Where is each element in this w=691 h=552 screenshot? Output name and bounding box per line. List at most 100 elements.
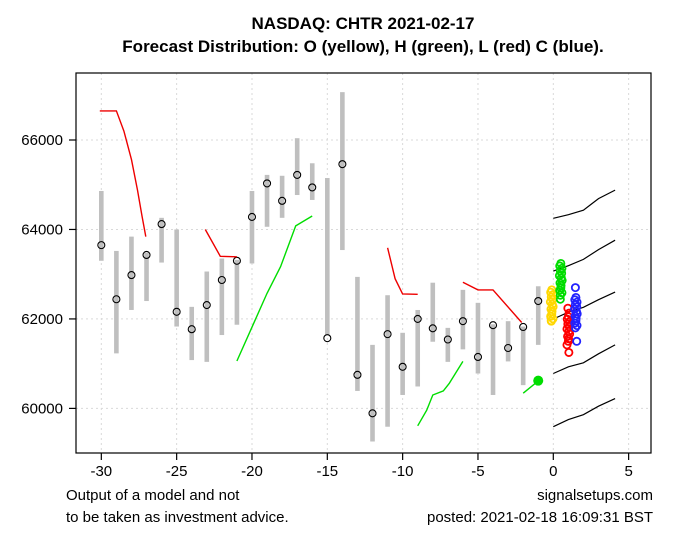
close-marker — [217, 275, 226, 285]
close-marker — [127, 271, 136, 280]
price-range-bar — [144, 252, 149, 302]
close-marker — [519, 322, 528, 332]
forecast-point-O — [546, 311, 556, 321]
y-axis-tick-label: 66000 — [21, 132, 63, 149]
price-range-bar — [385, 295, 390, 427]
x-axis-tick-label: -15 — [316, 463, 338, 480]
price-range-bar — [249, 190, 255, 264]
close-marker — [428, 324, 437, 333]
x-axis-tick-label: -10 — [392, 463, 414, 480]
close-marker — [413, 314, 422, 323]
watermark-site: signalsetups.com — [537, 487, 653, 504]
price-range-bar — [340, 92, 345, 251]
price-range-bar — [355, 276, 360, 391]
close-marker — [278, 196, 287, 205]
price-range-bar — [174, 229, 179, 327]
forecast-point-H — [555, 290, 565, 300]
price-range-bar — [490, 324, 496, 395]
close-marker — [353, 370, 362, 379]
close-marker — [262, 179, 272, 188]
forecast-outlier-C — [572, 336, 582, 346]
close-marker — [187, 325, 196, 334]
close-marker — [398, 362, 407, 371]
forecast-point-H — [555, 285, 565, 295]
price-range-bar — [264, 174, 270, 227]
close-marker — [323, 334, 332, 343]
close-marker — [458, 317, 467, 326]
price-range-bar — [505, 321, 511, 362]
close-marker — [142, 250, 151, 260]
close-marker — [368, 409, 377, 418]
green-signal-line — [236, 215, 313, 362]
close-marker — [473, 352, 483, 362]
price-range-bar — [325, 178, 330, 335]
green-entry-dot — [533, 375, 544, 386]
close-marker — [97, 241, 106, 250]
forecast-fan-line — [553, 189, 616, 219]
price-range-bar — [535, 286, 541, 345]
red-signal-line — [386, 247, 418, 295]
price-range-bar — [234, 259, 240, 325]
x-axis-tick-label: -5 — [471, 463, 484, 480]
cluster-H — [554, 258, 567, 304]
price-range-bar — [430, 282, 436, 342]
close-marker — [338, 160, 347, 169]
close-marker — [157, 220, 166, 229]
red-signal-line — [462, 281, 523, 323]
forecast-distribution-clusters — [545, 258, 582, 357]
price-range-bar — [400, 332, 405, 395]
price-range-bars — [97, 92, 543, 442]
price-range-bar — [219, 258, 225, 336]
close-marker — [443, 335, 452, 344]
forecast-point-C — [570, 318, 580, 328]
price-range-bar — [114, 250, 119, 354]
close-marker — [488, 321, 498, 330]
price-range-bar — [309, 163, 315, 200]
forecast-outlier-H — [555, 294, 565, 304]
axes: -30 -25 -20 -15 -10 -5 0 5 60000 62000 64000 66000 — [21, 132, 633, 480]
green-trend-lines — [236, 215, 544, 427]
close-marker — [232, 256, 241, 265]
close-marker — [308, 183, 317, 192]
y-axis-tick-label: 64000 — [21, 221, 63, 238]
price-range-bar — [204, 271, 210, 362]
forecast-fan-line — [555, 291, 616, 319]
price-range-bar — [370, 344, 375, 442]
y-axis-tick-label: 60000 — [21, 400, 63, 417]
price-range-bar — [460, 289, 466, 350]
price-range-bar — [99, 190, 104, 261]
price-range-bar — [475, 302, 481, 374]
disclaimer-line-1: Output of a model and not — [66, 487, 240, 504]
plot-border — [75, 72, 652, 454]
close-marker — [112, 295, 121, 304]
chart-title: NASDAQ: CHTR 2021-02-17 — [252, 14, 475, 33]
close-marker — [383, 330, 392, 339]
x-axis-tick-label: -20 — [241, 463, 263, 480]
close-marker — [172, 307, 181, 316]
price-range-bar — [415, 309, 421, 387]
forecast-fan-line — [553, 344, 616, 375]
price-range-bar — [189, 306, 195, 361]
price-range-bar — [129, 236, 134, 310]
forecast-outlier-L — [564, 347, 574, 357]
red-signal-line — [204, 229, 237, 258]
close-marker — [202, 301, 211, 310]
disclaimer-line-2: to be taken as investment advice. — [66, 509, 289, 526]
forecast-point-C — [570, 323, 580, 333]
cluster-O — [545, 285, 558, 326]
posted-timestamp: posted: 2021-02-18 16:09:31 BST — [427, 509, 653, 526]
price-range-bar — [159, 217, 164, 263]
forecast-outlier-C — [570, 283, 580, 293]
price-range-bar — [294, 138, 300, 196]
close-marker — [534, 296, 543, 306]
price-range-bar — [445, 327, 451, 362]
forecast-fan-line — [553, 398, 616, 428]
y-axis-tick-label: 62000 — [21, 311, 63, 328]
close-marker — [293, 170, 302, 179]
green-signal-line — [417, 361, 464, 427]
x-axis-tick-label: 0 — [549, 463, 557, 480]
price-range-bar — [520, 326, 526, 386]
red-trend-lines — [99, 110, 523, 323]
